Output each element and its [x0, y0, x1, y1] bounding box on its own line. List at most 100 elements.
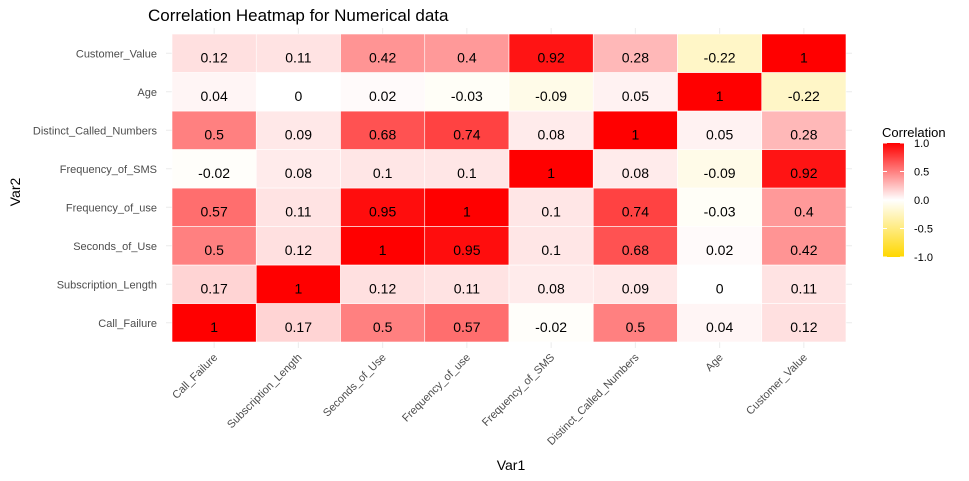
heatmap-cell [171, 110, 257, 150]
y-tick-label: Age [137, 87, 157, 99]
x-tick-label: Call_Failure [170, 352, 220, 402]
cell-value-label: 0.17 [285, 319, 312, 335]
heatmap-cell [592, 72, 678, 112]
cell-value-label: 0.57 [201, 203, 228, 219]
heatmap-cell [424, 72, 510, 112]
heatmap-cell [677, 226, 763, 266]
heatmap-cell [171, 226, 257, 266]
heatmap-cell [592, 149, 678, 189]
heatmap-cell [340, 187, 426, 227]
cell-value-label: 0.12 [285, 242, 312, 258]
heatmap-cell [424, 33, 510, 73]
cell-value-label: 0.08 [622, 165, 649, 181]
x-tick-label: Seconds_of_Use [321, 352, 389, 420]
heatmap-cell [340, 226, 426, 266]
cell-value-label: 0.02 [369, 88, 396, 104]
heatmap-cell [171, 149, 257, 189]
x-tick-label: Subscription_Length [225, 352, 304, 431]
cell-value-label: 0.95 [369, 203, 396, 219]
heatmap-cell [761, 72, 847, 112]
cell-value-label: 0.4 [794, 203, 814, 219]
cell-value-label: 0 [716, 280, 724, 296]
cell-value-label: 0.28 [622, 49, 649, 65]
cell-value-label: 0.74 [622, 203, 649, 219]
cell-value-label: 0.04 [201, 88, 228, 104]
legend-tick-label: 0.5 [914, 167, 929, 179]
heatmap-cell [255, 149, 341, 189]
heatmap-cell [677, 110, 763, 150]
heatmap-cell [508, 187, 594, 227]
x-tick-label: Distinct_Called_Numbers [545, 351, 642, 448]
heatmap-cell [255, 264, 341, 304]
cell-value-label: 1 [800, 49, 808, 65]
cell-value-label: 1 [547, 165, 555, 181]
y-tick-label: Frequency_of_use [66, 202, 157, 214]
heatmap-cell [171, 33, 257, 73]
cell-value-label: 0.5 [626, 319, 646, 335]
legend-tick-label: -1.0 [914, 252, 933, 264]
heatmap-cell [508, 33, 594, 73]
legend-colorbar [883, 143, 904, 257]
cell-value-label: 0.42 [369, 49, 396, 65]
x-axis-title: Var1 [497, 457, 526, 473]
cell-value-label: 0.42 [790, 242, 817, 258]
heatmap-cell [340, 110, 426, 150]
x-axis-ticks: Call_Failure Subscription_Length Seconds_o… [170, 351, 810, 448]
cell-value-label: -0.02 [198, 165, 230, 181]
cell-value-label: 0.95 [453, 242, 480, 258]
heatmap-cell [761, 226, 847, 266]
cell-value-label: 0.68 [369, 126, 396, 142]
cell-value-label: -0.09 [535, 88, 567, 104]
heatmap-cell [424, 264, 510, 304]
heatmap-cell [171, 72, 257, 112]
heatmap-cell [677, 149, 763, 189]
cell-value-labels: 1 0.17 0.5 0.57 -0.02 0.5 0.04 0.12 0.17 1 0.12 0.1… [198, 49, 820, 335]
y-tick-label: Customer_Value [76, 48, 157, 60]
x-tick-label: Customer_Value [744, 352, 810, 418]
cell-value-label: 0.08 [285, 165, 312, 181]
cell-value-label: 0.74 [453, 126, 480, 142]
cell-value-label: 0.28 [790, 126, 817, 142]
cell-value-label: -0.02 [535, 319, 567, 335]
cell-value-label: 0.11 [285, 49, 311, 65]
cell-value-label: 0.57 [453, 319, 480, 335]
heatmap-cell [255, 303, 341, 343]
heatmap-cell [255, 187, 341, 227]
heatmap-cell [592, 33, 678, 73]
y-tick-label: Subscription_Length [57, 279, 157, 291]
cell-value-label: 0.1 [541, 242, 561, 258]
heatmap-cell [508, 264, 594, 304]
heatmap-cell [677, 303, 763, 343]
legend-title: Correlation [882, 125, 946, 140]
cell-value-label: -0.03 [451, 88, 483, 104]
cell-value-label: -0.22 [788, 88, 820, 104]
cell-value-label: -0.22 [704, 49, 736, 65]
cell-value-label: 1 [463, 203, 471, 219]
cell-value-label: 0 [294, 88, 302, 104]
cell-value-label: 0.4 [457, 49, 477, 65]
cell-value-label: 0.92 [538, 49, 565, 65]
heatmap-cell [677, 187, 763, 227]
cell-value-label: 0.05 [622, 88, 649, 104]
cell-value-label: 0.05 [706, 126, 733, 142]
heatmap-cell [761, 187, 847, 227]
cell-value-label: 0.09 [285, 126, 312, 142]
cell-value-label: 1 [379, 242, 387, 258]
heatmap-cell [255, 33, 341, 73]
cell-value-label: 0.17 [201, 280, 228, 296]
x-tick-label: Frequency_of_use [400, 352, 473, 425]
heatmap-cells [171, 33, 847, 343]
cell-value-label: 0.5 [204, 126, 224, 142]
y-tick-label: Frequency_of_SMS [60, 164, 157, 176]
cell-value-label: 0.1 [457, 165, 477, 181]
heatmap-cell [592, 226, 678, 266]
heatmap-cell [761, 303, 847, 343]
cell-value-label: -0.03 [704, 203, 736, 219]
chart-title: Correlation Heatmap for Numerical data [148, 6, 449, 25]
heatmap-cell [508, 226, 594, 266]
legend-ticks: 1.0 0.5 0.0 -0.5 -1.0 [883, 138, 933, 264]
cell-value-label: 0.08 [538, 126, 565, 142]
y-tick-label: Distinct_Called_Numbers [33, 125, 158, 137]
cell-value-label: 1 [294, 280, 302, 296]
